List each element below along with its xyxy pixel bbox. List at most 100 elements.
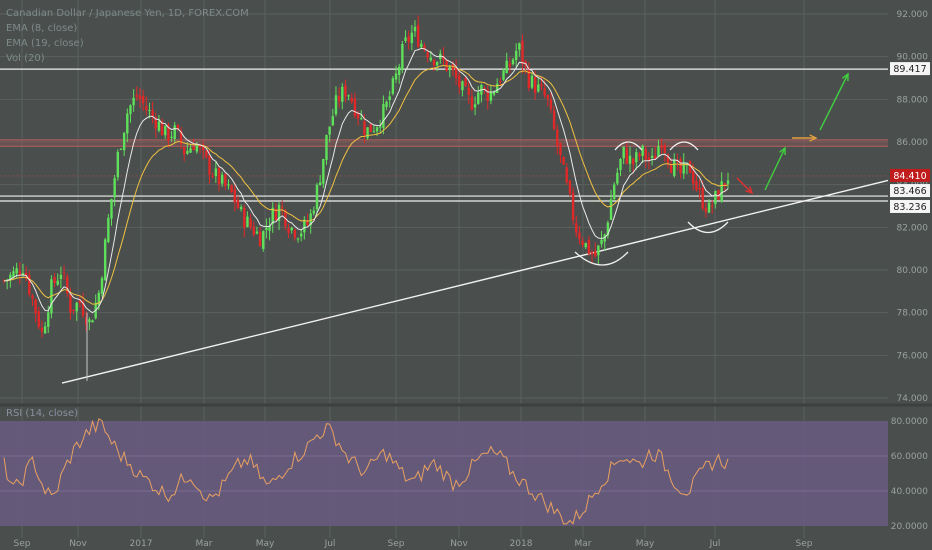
candle-body <box>429 57 433 61</box>
candle-body <box>397 66 401 75</box>
candle-body <box>470 96 474 110</box>
ascending-trendline <box>61 179 889 384</box>
candle-body <box>170 136 173 138</box>
candle-body <box>391 78 395 94</box>
candle-body <box>372 131 376 133</box>
candle-body <box>78 300 82 304</box>
candle-body <box>299 233 303 237</box>
candle-body <box>138 95 142 100</box>
pattern-arc-bottom-right <box>687 221 729 234</box>
candle-body <box>236 200 240 209</box>
candle-body <box>473 104 477 108</box>
candle-body <box>205 150 208 157</box>
candle-body <box>619 158 622 171</box>
candle-body <box>306 221 309 225</box>
candle-body <box>701 188 704 209</box>
candle-body <box>587 239 591 254</box>
candle-body <box>363 121 366 135</box>
candle-body <box>40 327 44 332</box>
arrow-up-green-2-head <box>842 72 849 82</box>
candle-body <box>37 311 40 328</box>
candle-body <box>638 153 641 157</box>
price-label-84410-bg <box>890 168 930 182</box>
candle-body <box>562 157 565 165</box>
candle-body <box>723 183 727 186</box>
candle-body <box>195 145 199 152</box>
candle-body <box>612 184 616 200</box>
candle-body <box>347 95 350 97</box>
candle-body <box>546 95 549 99</box>
candle-body <box>151 110 154 117</box>
candle-body <box>72 309 75 311</box>
candle-body <box>435 61 439 66</box>
candle-body <box>353 98 357 117</box>
candle-body <box>350 97 353 102</box>
candle-body <box>331 116 335 126</box>
candle-body <box>673 159 676 176</box>
rsi-line <box>3 417 729 525</box>
candle-body <box>119 148 123 150</box>
candle-body <box>483 88 486 90</box>
candle-body <box>281 207 284 209</box>
candle-body <box>657 146 660 157</box>
candle-body <box>594 251 597 257</box>
candle-body <box>650 155 654 159</box>
candle-body <box>344 84 347 97</box>
candle-body <box>315 184 319 210</box>
candle-body <box>224 174 227 187</box>
price-label-89417: 89.417 <box>893 64 926 75</box>
pattern-arc-bottom-left <box>574 251 629 266</box>
candle-body <box>173 125 176 139</box>
candle-body <box>492 91 496 95</box>
x-tick-label: May <box>636 539 655 549</box>
candle-body <box>296 238 300 240</box>
candle-body <box>239 206 243 210</box>
candle-body <box>379 126 382 128</box>
price-label-84410: 84.410 <box>893 171 926 182</box>
candle-body <box>167 124 170 141</box>
candle-body <box>559 142 562 156</box>
candle-body <box>388 96 391 101</box>
candle-body <box>552 110 556 129</box>
y-tick-label: 76.000 <box>897 351 929 361</box>
candle-body <box>201 144 205 151</box>
candle-body <box>407 36 410 42</box>
x-tick-label: 2017 <box>130 539 153 549</box>
candle-body <box>328 126 331 135</box>
candle-body <box>366 127 369 138</box>
candle-body <box>477 92 480 104</box>
candles <box>2 15 730 338</box>
candle-body <box>249 218 252 227</box>
y-tick-label: 74.000 <box>897 394 929 404</box>
candle-body <box>420 43 423 48</box>
candle-body <box>129 105 132 115</box>
candle-body <box>211 175 214 177</box>
price-label-83466: 83.466 <box>893 186 926 197</box>
candle-body <box>606 222 610 236</box>
candle-body <box>710 205 714 207</box>
candle-body <box>186 150 189 154</box>
candle-body <box>496 83 499 93</box>
candle-body <box>451 64 455 70</box>
candle-body <box>18 271 22 275</box>
candle-body <box>530 75 534 88</box>
legend-title: Canadian Dollar / Japanese Yen, 1D, FORE… <box>6 8 249 19</box>
legend-ema8: EMA (8, close) <box>6 23 78 34</box>
candle-body <box>189 148 192 153</box>
candle-body <box>625 148 629 164</box>
y-tick-label: 78.000 <box>897 309 929 319</box>
arrow-up-green-1-shaft <box>764 147 786 191</box>
candle-body <box>53 277 56 283</box>
candle-body <box>704 207 708 213</box>
candle-body <box>198 145 202 148</box>
candle-body <box>107 217 110 243</box>
candle-body <box>676 160 679 162</box>
candle-body <box>34 299 37 314</box>
candle-body <box>565 167 568 183</box>
candle-body <box>647 157 651 161</box>
candle-body <box>660 145 663 149</box>
candle-body <box>464 78 467 87</box>
candle-body <box>692 171 695 184</box>
arrow-up-green-2 <box>819 72 849 131</box>
